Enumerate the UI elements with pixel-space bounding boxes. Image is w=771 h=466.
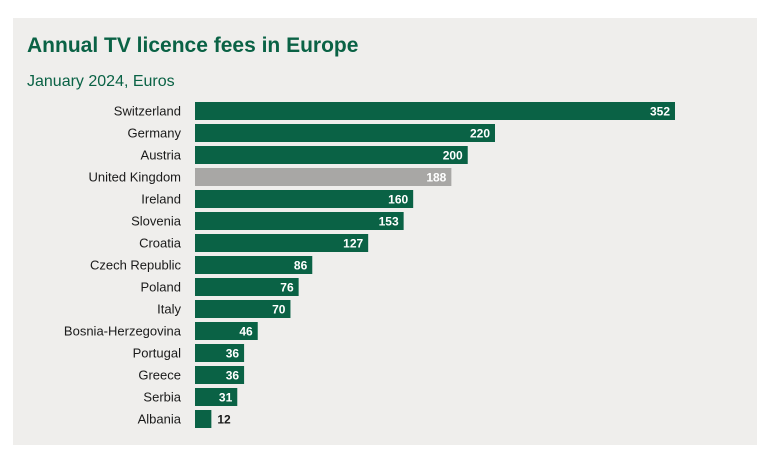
bar-czech-republic — [195, 256, 313, 274]
category-label-poland: Poland — [141, 280, 181, 295]
bar-united-kingdom — [195, 168, 452, 186]
value-label-austria: 200 — [443, 149, 463, 163]
value-label-ireland: 160 — [388, 193, 408, 207]
category-label-czech-republic: Czech Republic — [90, 258, 182, 273]
category-label-united-kingdom: United Kingdom — [89, 170, 182, 185]
bar-switzerland — [195, 102, 675, 120]
category-label-greece: Greece — [138, 368, 181, 383]
bar-albania — [195, 410, 212, 428]
bar-slovenia — [195, 212, 404, 230]
bar-bosnia-herzegovina — [195, 322, 258, 340]
chart-title: Annual TV licence fees in Europe — [27, 34, 359, 57]
category-label-italy: Italy — [157, 302, 181, 317]
bar-austria — [195, 146, 468, 164]
bar-croatia — [195, 234, 369, 252]
value-label-czech-republic: 86 — [294, 259, 308, 273]
value-label-greece: 36 — [226, 369, 240, 383]
value-label-portugal: 36 — [226, 347, 240, 361]
bar-chart: Switzerland 352 Germany 220 Austria 200 United… — [64, 102, 675, 428]
category-label-austria: Austria — [141, 148, 182, 163]
value-label-germany: 220 — [470, 127, 490, 141]
bar-portugal — [195, 344, 245, 362]
value-label-albania: 12 — [217, 413, 231, 427]
chart-panel: Annual TV licence fees in Europe January… — [13, 18, 757, 445]
category-label-albania: Albania — [138, 412, 182, 427]
category-label-portugal: Portugal — [133, 346, 182, 361]
category-label-slovenia: Slovenia — [131, 214, 182, 229]
category-label-serbia: Serbia — [143, 390, 181, 405]
chart-subtitle: January 2024, Euros — [27, 73, 175, 90]
value-label-italy: 70 — [272, 303, 286, 317]
value-label-serbia: 31 — [219, 391, 233, 405]
value-label-croatia: 127 — [343, 237, 363, 251]
category-label-croatia: Croatia — [139, 236, 182, 251]
bar-germany — [195, 124, 495, 142]
bar-greece — [195, 366, 245, 384]
value-label-slovenia: 153 — [379, 215, 399, 229]
category-label-switzerland: Switzerland — [114, 104, 181, 119]
bar-serbia — [195, 388, 238, 406]
bar-italy — [195, 300, 291, 318]
value-label-united-kingdom: 188 — [426, 171, 446, 185]
value-label-poland: 76 — [280, 281, 294, 295]
category-label-bosnia-herzegovina: Bosnia-Herzegovina — [64, 324, 182, 339]
category-label-germany: Germany — [128, 126, 182, 141]
value-label-bosnia-herzegovina: 46 — [239, 325, 253, 339]
value-label-switzerland: 352 — [650, 105, 670, 119]
bar-poland — [195, 278, 299, 296]
category-label-ireland: Ireland — [141, 192, 181, 207]
bar-ireland — [195, 190, 414, 208]
